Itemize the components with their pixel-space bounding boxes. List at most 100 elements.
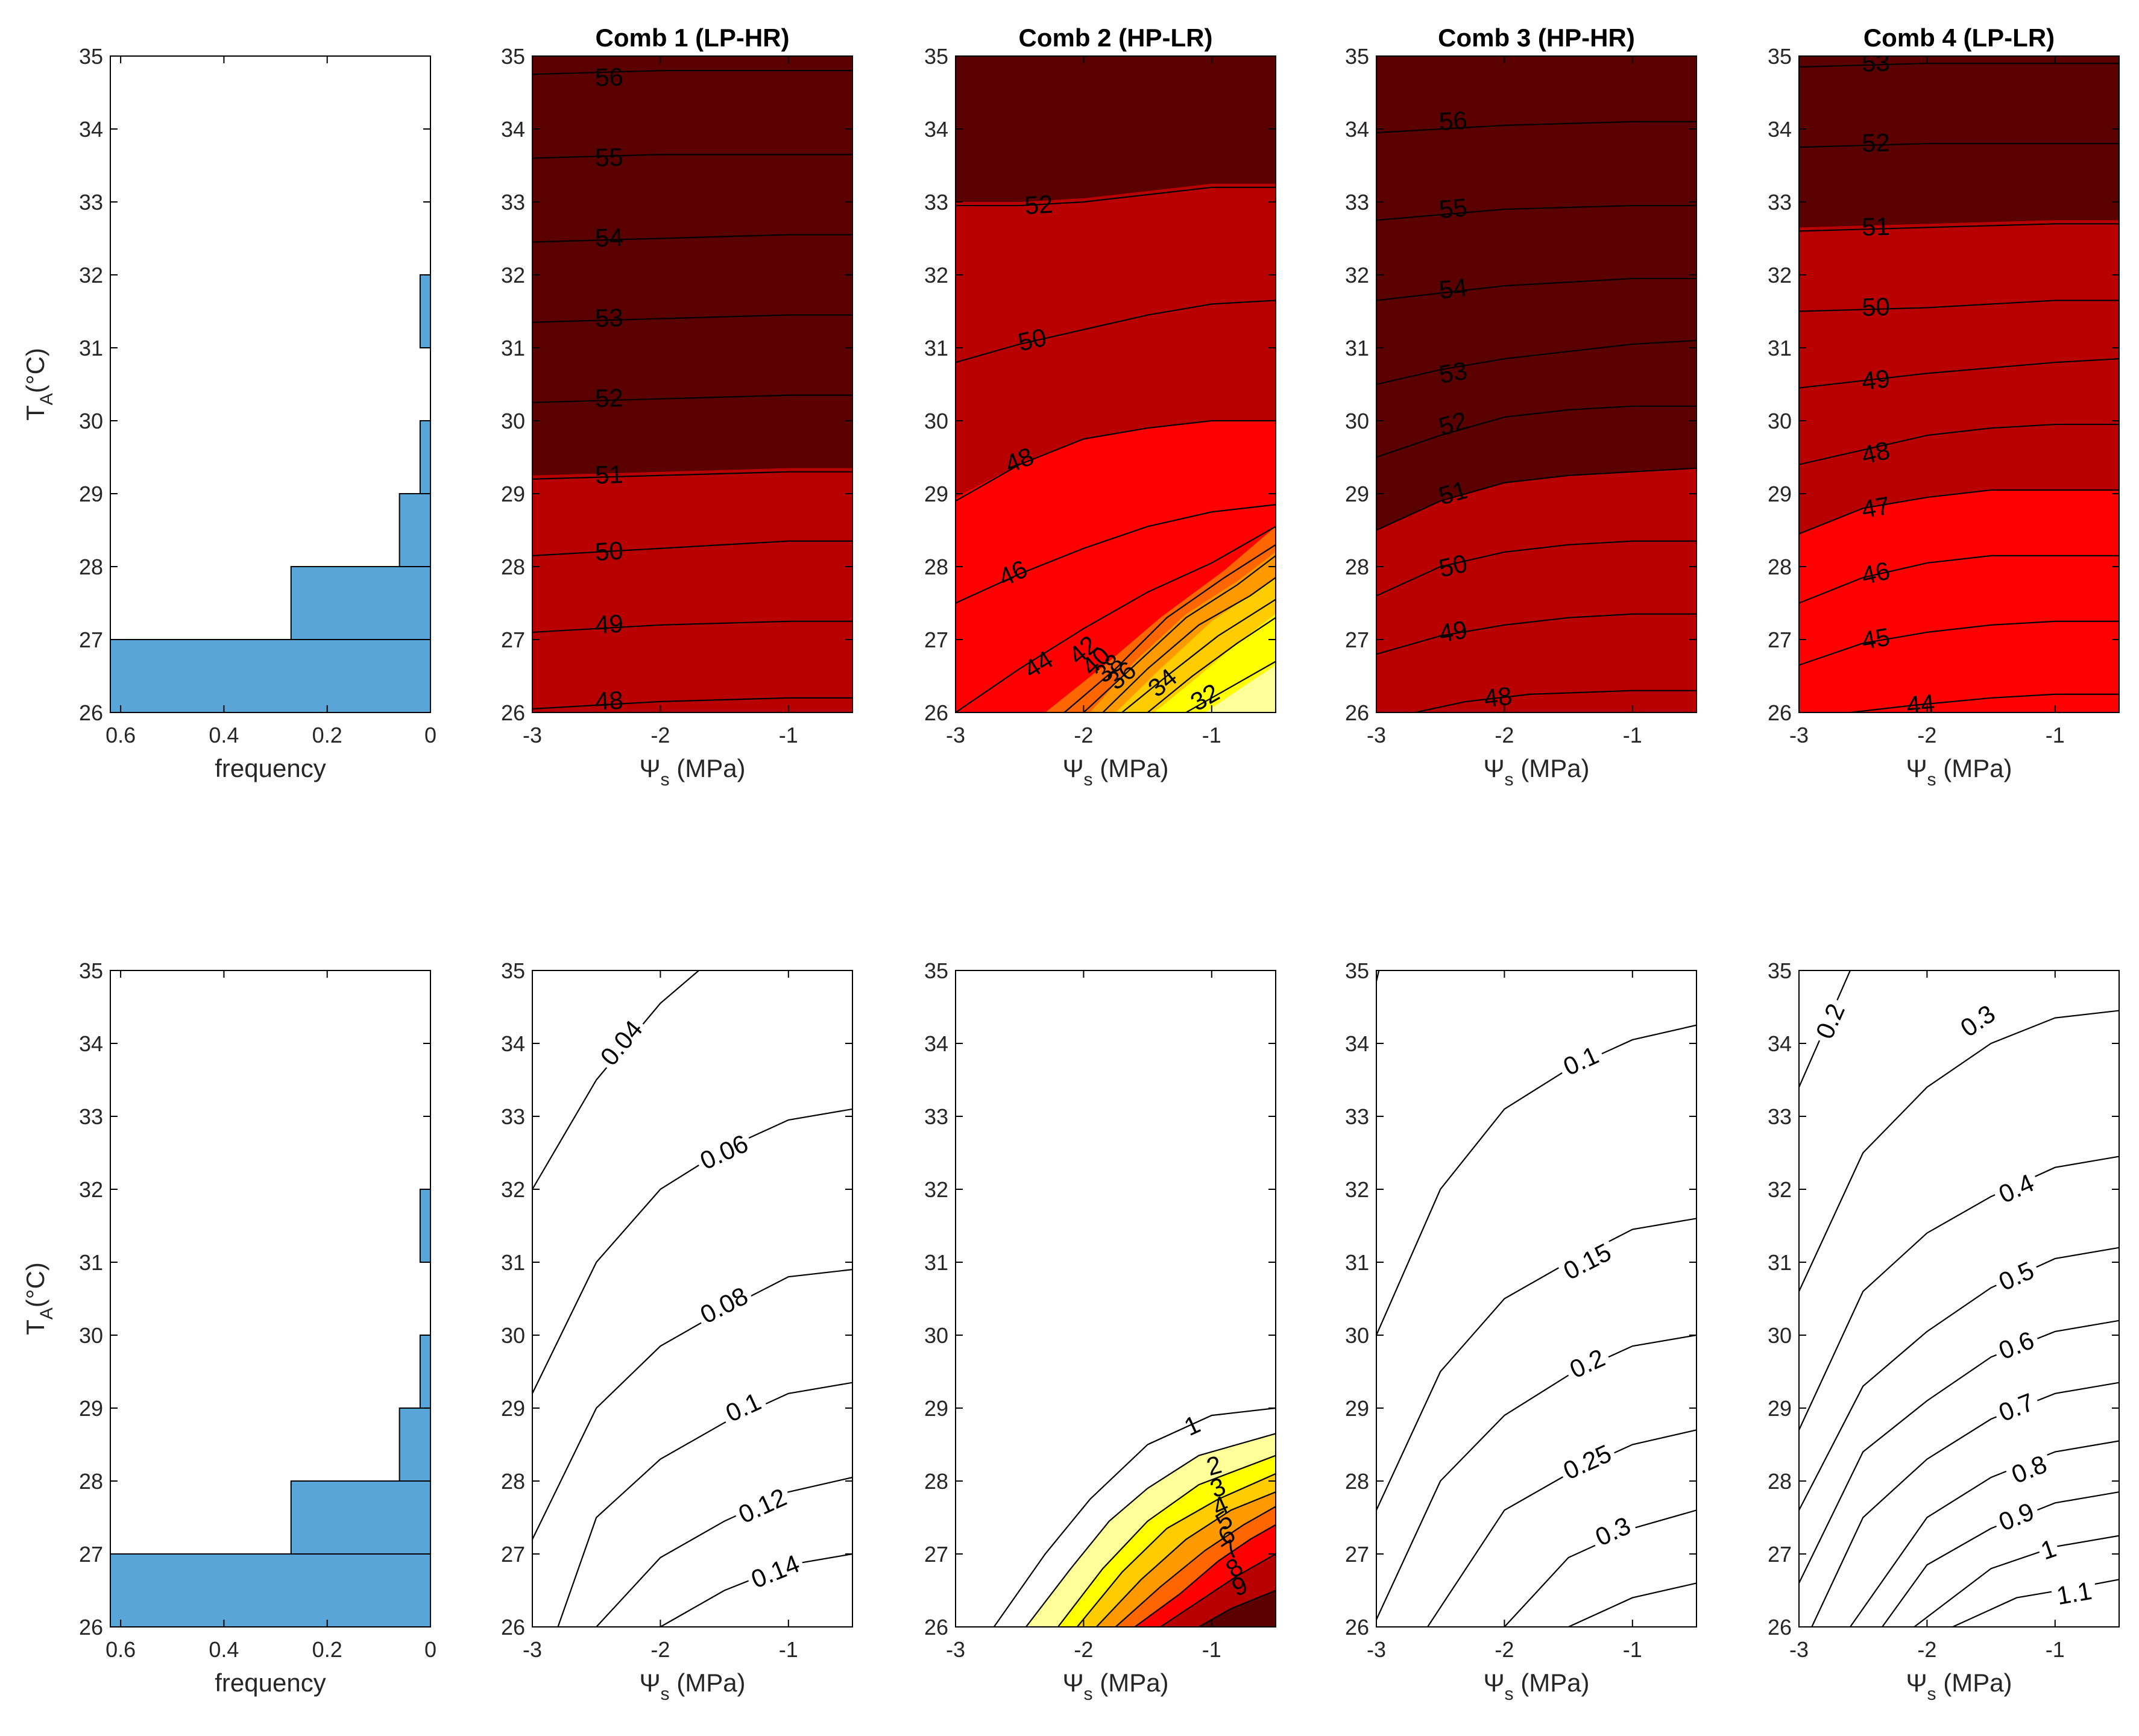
contour-label: 54: [1437, 273, 1469, 304]
x-axis-label: Ψs (MPa): [639, 1668, 745, 1704]
y-tick-label: 27: [1345, 627, 1369, 652]
x-tick-label: -3: [946, 1637, 965, 1662]
y-tick-label: 29: [1345, 482, 1369, 506]
contour-label: 50: [594, 536, 624, 567]
y-tick-label: 33: [1345, 190, 1369, 215]
contour-label-group: 54: [1437, 273, 1469, 304]
y-tick-label: 29: [79, 1396, 103, 1421]
y-tick-label: 30: [1345, 409, 1369, 433]
contour-label: 48: [594, 686, 624, 716]
y-tick-label: 26: [79, 1615, 103, 1640]
y-axis-label-unit: (°C): [21, 348, 49, 393]
contour-line: [956, 420, 1276, 502]
y-tick-label: 27: [1345, 1542, 1369, 1567]
contour-line: [1376, 405, 1696, 458]
bot-comb4-panel: 0.2 0.30.40.50.60.70.80.911.1262728293031…: [1768, 958, 2120, 1704]
contour-label: 1.1: [2055, 1576, 2094, 1610]
y-tick-label: 32: [501, 263, 525, 288]
y-tick-label: 34: [79, 1031, 103, 1056]
x-tick-label: -1: [1623, 723, 1642, 747]
x-axis-label-unit: (MPa): [1936, 754, 2012, 782]
contour-line: [532, 1108, 852, 1394]
y-tick-label: 34: [1768, 1031, 1792, 1056]
y-tick-label: 33: [79, 190, 103, 215]
x-tick-label: -3: [946, 723, 965, 747]
y-tick-label: 32: [924, 1177, 948, 1202]
contour-label-bg: [1555, 1040, 1606, 1081]
y-tick-label: 35: [79, 44, 103, 69]
contour-band: [1376, 468, 1696, 712]
contour-line: [1799, 555, 2119, 604]
x-tick-label: 0.4: [209, 1637, 239, 1662]
y-tick-label: 30: [924, 409, 948, 433]
histogram-bar: [110, 1553, 430, 1627]
contour-label-group: 52: [1861, 128, 1890, 157]
x-axis-label-sub: s: [1505, 1684, 1514, 1704]
contour-label-group: 51: [594, 460, 623, 489]
x-axis-label: frequency: [215, 754, 326, 782]
x-axis-label-sub: s: [1927, 770, 1936, 790]
y-tick-label: 26: [79, 700, 103, 725]
x-tick-label: -1: [1623, 1637, 1642, 1662]
contour-label: 56: [594, 63, 623, 92]
contour-line: [1147, 617, 1276, 712]
histogram-bar: [290, 566, 430, 640]
x-tick-label: -3: [523, 1637, 542, 1662]
contour-line: [956, 504, 1276, 604]
contour-label: 53: [1861, 48, 1890, 77]
histogram-bar: [290, 1480, 430, 1555]
x-tick-label: -3: [1367, 723, 1386, 747]
x-axis-label-unit: (MPa): [1093, 1668, 1169, 1697]
x-axis-label: Ψs (MPa): [1483, 1668, 1589, 1704]
contour-line: [1134, 1524, 1276, 1627]
bot-comb1-background: [532, 970, 852, 1627]
contour-label: 52: [1861, 128, 1890, 157]
x-axis-label-sub: s: [1084, 1684, 1093, 1704]
hist-top-panel: 26 27 28 29 30 31 32 33 34 35 0.6 0.4 0.2 0 frequency T…: [21, 44, 436, 782]
contour-label-bg: [1991, 1388, 2041, 1427]
contour-label-bg: [718, 1386, 769, 1427]
contour-line: [1799, 300, 2119, 312]
contour-line: [1799, 143, 2119, 148]
contour-label-group: 50: [1436, 549, 1470, 582]
x-axis-label-sub: s: [661, 770, 670, 790]
y-tick-label: 26: [1345, 700, 1369, 725]
y-tick-label: 28: [924, 1469, 948, 1494]
bot-comb3-plot-area: 0.10.150.20.250.3: [1376, 970, 1696, 1627]
bot-comb3-axes-box: [1376, 970, 1697, 1628]
histogram-bar: [419, 1189, 430, 1263]
y-tick-label: 33: [1345, 1104, 1369, 1129]
contour-label: 52: [594, 383, 623, 412]
y-tick-label: 26: [1768, 700, 1792, 725]
contour-label-bg: [731, 1482, 793, 1529]
contour-label-group: 48: [594, 686, 624, 716]
bot-comb1-plot-area: 0.040.060.080.10.120.14: [532, 970, 852, 1627]
contour-label-bg: [1562, 1343, 1613, 1383]
y-tick-label: 35: [501, 958, 525, 983]
contour-line: [532, 154, 852, 159]
x-tick-label: -2: [1917, 723, 1936, 747]
contour-line: [1160, 1553, 1276, 1627]
contour-line: [532, 234, 852, 243]
x-axis-label-psi: Ψ: [1483, 1668, 1504, 1697]
y-tick-label: 27: [924, 1542, 948, 1567]
y-axis-label-sub: A: [37, 1307, 57, 1319]
x-axis-label-sub: s: [1084, 770, 1093, 790]
contour-label: 54: [594, 223, 623, 252]
contour-line: [1083, 555, 1276, 712]
contour-label-group: 0.4: [1991, 1168, 2041, 1209]
contour-label-group: 56: [594, 63, 623, 92]
y-tick-label: 27: [1768, 1542, 1792, 1567]
contour-label-group: 49: [594, 609, 624, 640]
y-tick-label: 33: [1768, 190, 1792, 215]
x-axis-label-psi: Ψ: [639, 1668, 660, 1697]
x-tick-label: 0.6: [106, 1637, 136, 1662]
contour-label: 49: [1437, 615, 1469, 647]
contour-line: [956, 526, 1276, 712]
x-tick-label: 0: [424, 1637, 436, 1662]
y-tick-label: 35: [501, 44, 525, 69]
x-tick-label: -1: [779, 1637, 798, 1662]
contour-label-group: 48: [1859, 436, 1892, 470]
